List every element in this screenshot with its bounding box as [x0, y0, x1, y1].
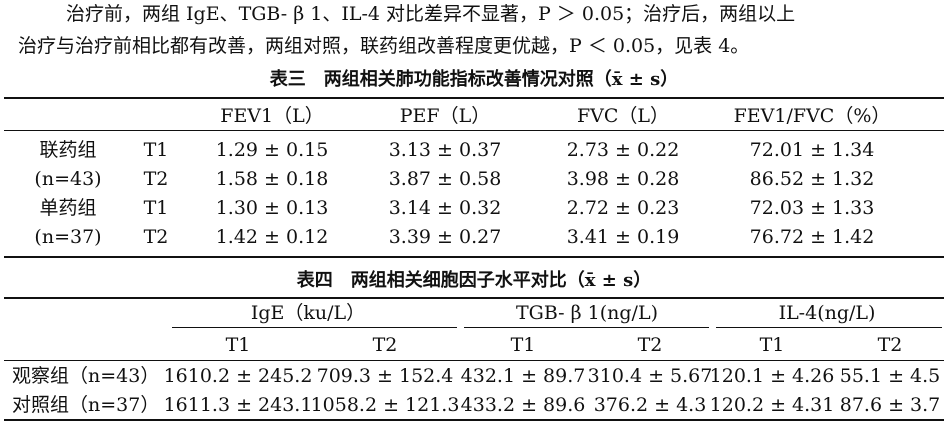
table3-cell: 3.87 ± 0.58	[388, 168, 502, 190]
table3-header-fvc: FVC（L）	[576, 105, 670, 127]
paragraph-line-2: 治疗与治疗前相比都有改善，两组对照，联药组改善程度更优越，P ＜ 0.05，见表…	[18, 35, 750, 57]
table4-cell: 709.3 ± 152.4	[316, 365, 454, 387]
table4-top-rule	[4, 297, 944, 299]
paragraph-line-1: 治疗前，两组 IgE、TGB- β 1、IL-4 对比差异不显著，P ＞ 0.0…	[66, 3, 796, 25]
table4-subheader-t2: T2	[637, 334, 663, 356]
table4-cell: 433.2 ± 89.6	[460, 394, 586, 416]
table4-cell: 376.2 ± 4.3	[593, 394, 707, 416]
table4-cell: 120.1 ± 4.26	[709, 365, 835, 387]
table4-subheader-t1: T1	[225, 334, 251, 356]
table4-header-il4: IL-4(ng/L)	[778, 302, 876, 324]
table4-subheader-rule	[716, 327, 942, 328]
table4-cell: 310.4 ± 5.67	[587, 365, 713, 387]
table3-cell: 2.72 ± 0.23	[566, 197, 680, 219]
table3-cell: 3.14 ± 0.32	[388, 197, 502, 219]
table4-caption: 表四 两组相关细胞因子水平对比（x̄ ± s）	[296, 270, 652, 291]
table4-cell: 432.1 ± 89.7	[460, 365, 586, 387]
table3-header-pef: PEF（L）	[399, 105, 491, 127]
table3-time-label: T2	[143, 168, 169, 190]
table3-time-label: T2	[143, 226, 169, 248]
table4-bottom-rule	[4, 419, 944, 421]
table3-caption: 表三 两组相关肺功能指标改善情况对照（x̄ ± s）	[269, 69, 679, 90]
table3-header-ratio: FEV1/FVC（%）	[733, 105, 891, 127]
table3-group-n: (n=43)	[34, 168, 102, 190]
table3-bottom-rule	[4, 256, 944, 258]
table3-cell: 1.29 ± 0.15	[215, 139, 329, 161]
table3-cell: 1.42 ± 0.12	[215, 226, 329, 248]
table4-subheader-t2: T2	[372, 334, 398, 356]
table3-cell: 72.01 ± 1.34	[749, 139, 875, 161]
table3-cell: 3.98 ± 0.28	[566, 168, 680, 190]
table3-cell: 3.41 ± 0.19	[566, 226, 680, 248]
table3-cell: 72.03 ± 1.33	[749, 197, 875, 219]
table4-subheader-rule	[464, 327, 709, 328]
table4-subheader-t1: T1	[759, 334, 785, 356]
table4-header-rule	[4, 360, 944, 361]
table3-header-fev1: FEV1（L）	[220, 105, 324, 127]
table3-time-label: T1	[143, 197, 169, 219]
table3-cell: 86.52 ± 1.32	[749, 168, 875, 190]
table4-cell: 55.1 ± 4.5	[839, 365, 941, 387]
table4-subheader-t1: T1	[510, 334, 536, 356]
table3-group-name: 单药组	[39, 197, 97, 219]
table3-cell: 1.30 ± 0.13	[215, 197, 329, 219]
table3-cell: 76.72 ± 1.42	[749, 226, 875, 248]
table3-top-rule	[4, 97, 944, 99]
table4-header-ige: IgE（ku/L）	[250, 302, 366, 324]
table4-cell: 1058.2 ± 121.3	[310, 394, 460, 416]
table4-cell: 120.2 ± 4.31	[709, 394, 835, 416]
table4-cell: 87.6 ± 3.7	[839, 394, 941, 416]
table3-cell: 2.73 ± 0.22	[566, 139, 680, 161]
table3-group-n: (n=37)	[34, 226, 102, 248]
table4-row-label: 观察组（n=43）	[12, 365, 160, 387]
table4-cell: 1611.3 ± 243.1	[163, 394, 313, 416]
table4-subheader-rule	[172, 327, 457, 328]
table3-cell: 1.58 ± 0.18	[215, 168, 329, 190]
table4-subheader-t2: T2	[877, 334, 903, 356]
table4-cell: 1610.2 ± 245.2	[163, 365, 313, 387]
table4-header-tgb: TGB- β 1(ng/L)	[516, 302, 658, 324]
table4-row-label: 对照组（n=37）	[12, 394, 160, 416]
table3-time-label: T1	[143, 139, 169, 161]
table3-group-name: 联药组	[39, 139, 97, 161]
table3-cell: 3.13 ± 0.37	[388, 139, 502, 161]
table3-header-rule	[4, 130, 944, 131]
table3-cell: 3.39 ± 0.27	[388, 226, 502, 248]
